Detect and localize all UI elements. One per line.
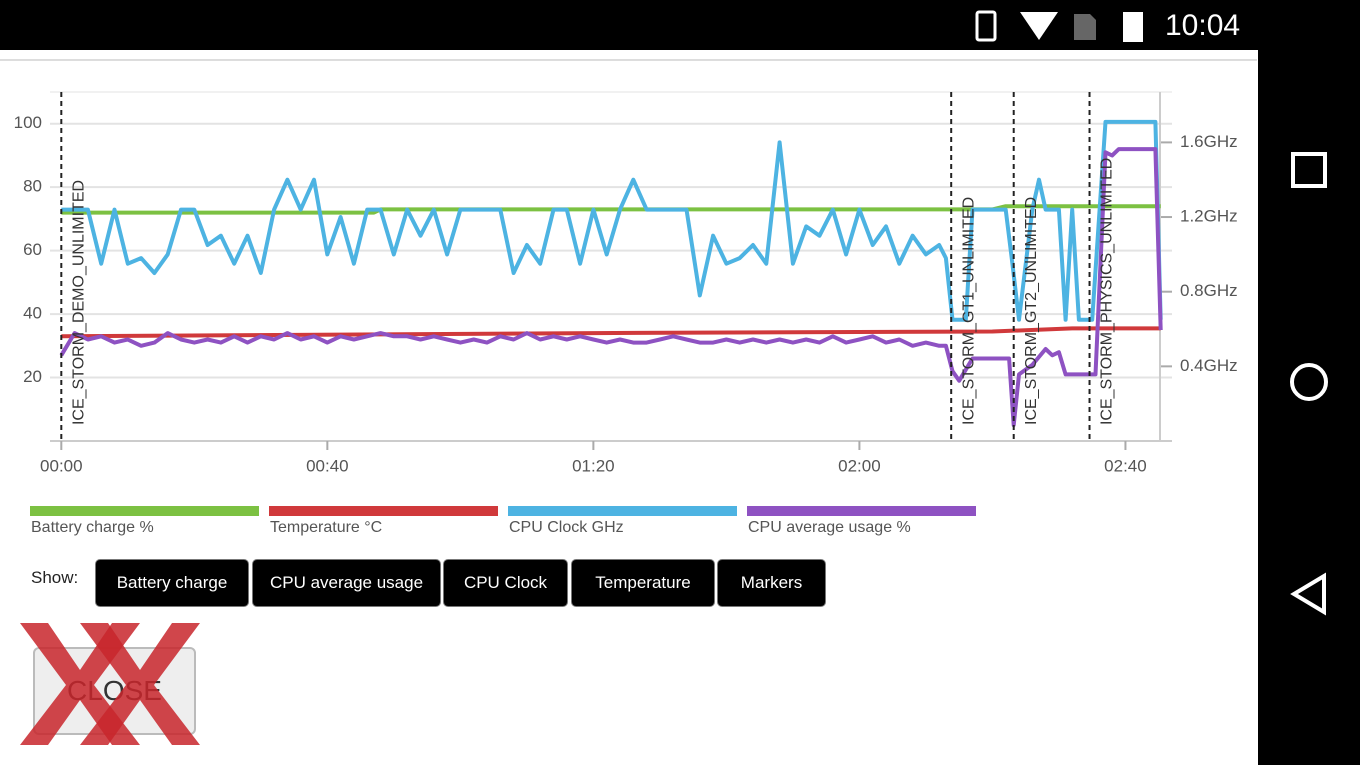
legend-swatch [269, 506, 498, 516]
x-tick-label: 01:20 [572, 456, 615, 475]
marker-label: ICE_STORM_GT1_UNLIMITED [960, 197, 977, 425]
back-button[interactable] [1290, 572, 1326, 616]
close-label: CLOSE [67, 675, 162, 706]
sim-icon [1074, 14, 1096, 40]
toggle-button[interactable]: Battery charge [96, 560, 248, 606]
clock: 10:04 [1165, 9, 1240, 42]
nav-icons [1290, 152, 1328, 616]
series-line [61, 204, 1161, 215]
y2-tick-label: 0.4GHz [1180, 356, 1238, 375]
x-tick-label: 02:00 [838, 456, 881, 475]
x-tick-label: 00:40 [306, 456, 349, 475]
toggle-button[interactable]: Markers [718, 560, 825, 606]
legend-label: Temperature °C [270, 519, 382, 536]
toggle-button[interactable]: CPU Clock [444, 560, 567, 606]
toggle-button[interactable]: Temperature [572, 560, 714, 606]
y-tick-label: 100 [14, 113, 42, 132]
chart: 20 40 60 80 100 0.4GHz 0.8GHz 1.2GHz 1.6GHz 00:00… [14, 91, 1238, 536]
series-line [61, 119, 1163, 322]
top-rule [0, 59, 1257, 61]
wifi-icon [1020, 12, 1058, 40]
marker-label: ICE_STORM_DEMO_UNLIMITED [71, 180, 88, 425]
close-button[interactable]: CLOSE [33, 647, 196, 735]
x-tick-label: 00:00 [40, 456, 83, 475]
y-tick-label: 40 [23, 304, 42, 323]
home-button[interactable] [1290, 363, 1328, 401]
y-tick-label: 80 [23, 177, 42, 196]
vibrate-icon [975, 10, 997, 42]
marker-label: ICE_STORM_GT2_UNLIMITED [1023, 197, 1040, 425]
legend-label: CPU average usage % [748, 519, 911, 536]
battery-icon [1123, 12, 1143, 42]
toggle-button[interactable]: CPU average usage [253, 560, 440, 606]
nav-bar [1258, 50, 1360, 765]
show-label: Show: [31, 568, 79, 587]
status-bar: 10:04 [0, 0, 1360, 50]
y2-tick-label: 0.8GHz [1180, 281, 1238, 300]
recents-button[interactable] [1291, 152, 1327, 188]
marker-label: ICE_STORM_PHYSICS_UNLIMITED [1099, 158, 1116, 425]
status-icons: 10:04 [975, 9, 1240, 42]
legend-swatch [747, 506, 976, 516]
y2-tick-label: 1.2GHz [1180, 207, 1238, 226]
legend-label: Battery charge % [31, 519, 154, 536]
y-tick-label: 20 [23, 367, 42, 386]
series-line [59, 147, 1163, 428]
legend-swatch [508, 506, 737, 516]
y2-tick-label: 1.6GHz [1180, 132, 1238, 151]
y-tick-label: 60 [23, 240, 42, 259]
x-tick-label: 02:40 [1104, 456, 1147, 475]
legend-label: CPU Clock GHz [509, 519, 624, 536]
series-line [61, 326, 1161, 339]
legend-swatch [30, 506, 259, 516]
